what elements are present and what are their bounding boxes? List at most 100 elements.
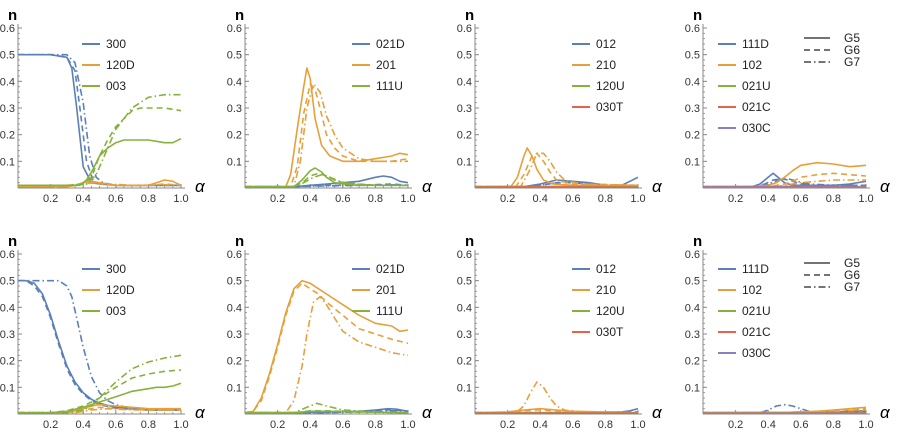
x-tick-label: 0.6	[108, 419, 123, 431]
x-tick-label: 0.2	[43, 193, 58, 205]
legend-label: 021U	[742, 79, 771, 93]
x-tick-label: 0.8	[826, 193, 841, 205]
y-tick-label: 0.1	[0, 382, 15, 394]
legend-label: 003	[106, 304, 126, 318]
x-tick-label: 0.4	[761, 419, 776, 431]
y-tick-label: 0.1	[457, 382, 472, 394]
legend-label: 120D	[106, 283, 135, 297]
y-tick-label: 0.4	[227, 76, 242, 88]
legend-label: 012	[596, 37, 616, 51]
y-tick-label: 0.3	[685, 103, 700, 115]
y-tick-label: 0.5	[685, 50, 700, 62]
x-tick-label: 1.0	[173, 419, 188, 431]
y-tick-label: 0.2	[685, 356, 700, 368]
y-tick-label: 0.4	[0, 302, 15, 314]
series-line-003-dashdot	[18, 93, 181, 187]
series-line-210-dashdot	[475, 381, 639, 414]
y-tick-label: 0.5	[227, 276, 242, 288]
series-line-111U-dashdot	[245, 173, 408, 188]
series-line-210-solid	[475, 147, 638, 188]
y-tick-label: 0.3	[0, 103, 15, 115]
legend-label: 030T	[596, 325, 624, 339]
x-tick-label: 0.6	[565, 193, 580, 205]
series-line-201-solid	[245, 67, 409, 188]
y-tick-label: 0.6	[685, 249, 700, 261]
legend-label: 111D	[742, 262, 769, 276]
y-tick-label: 0.1	[457, 156, 472, 168]
legend-label: 021D	[376, 37, 405, 51]
series-line-201-dashdot	[245, 295, 409, 414]
y-tick-label: 0.4	[457, 302, 472, 314]
style-legend-label: G5	[844, 256, 860, 270]
y-axis-label: n	[693, 233, 702, 250]
y-tick-label: 0.5	[457, 50, 472, 62]
x-axis-label: α	[195, 177, 206, 196]
x-tick-label: 1.0	[400, 419, 415, 431]
y-tick-label: 0.4	[457, 76, 472, 88]
x-axis-label: α	[652, 403, 663, 422]
y-axis-label: n	[465, 7, 474, 24]
y-tick-label: 0.5	[227, 50, 242, 62]
x-tick-label: 0.8	[141, 419, 156, 431]
legend-label: 111D	[742, 37, 769, 51]
legend-label: 111U	[376, 304, 403, 318]
y-tick-label: 0.1	[685, 382, 700, 394]
series-line-120D-dashdot	[18, 181, 182, 188]
y-axis-label: n	[8, 7, 17, 24]
series-line-003-solid	[18, 137, 182, 187]
x-tick-label: 0.6	[335, 193, 350, 205]
x-tick-label: 0.6	[335, 419, 350, 431]
y-tick-label: 0.3	[457, 103, 472, 115]
y-tick-label: 0.6	[227, 23, 242, 35]
series-line-201-solid	[244, 279, 409, 414]
y-axis-label: n	[693, 7, 702, 24]
legend-label: 030C	[742, 346, 771, 360]
x-tick-label: 0.2	[500, 419, 515, 431]
x-tick-label: 0.4	[303, 419, 318, 431]
x-tick-label: 0.8	[368, 193, 383, 205]
chart-panel-6: 0.1 0.2 0.3 0.4 0.5 0.6 0.2 0.4 0.6 0.8 1.0 n α 021D 2…	[227, 233, 433, 431]
series-line-201-dashdot	[245, 83, 408, 188]
series-line-003-dashed	[18, 107, 182, 187]
x-tick-label: 0.6	[565, 419, 580, 431]
chart-panel-1: 0.1 0.2 0.3 0.4 0.5 0.6 0.2 0.4 0.6 0.8 1.0 n α 300 12…	[0, 7, 206, 205]
y-tick-label: 0.2	[0, 356, 15, 368]
x-tick-label: 0.8	[598, 193, 613, 205]
chart-panel-5: 0.1 0.2 0.3 0.4 0.5 0.6 0.2 0.4 0.6 0.8 1.0 n α 300 12…	[0, 233, 206, 431]
x-axis-label: α	[422, 403, 433, 422]
series-line-210-dashdot	[475, 152, 639, 188]
y-tick-label: 0.3	[457, 329, 472, 341]
y-tick-label: 0.1	[685, 156, 700, 168]
x-tick-label: 0.2	[500, 193, 515, 205]
x-tick-label: 0.4	[533, 419, 548, 431]
y-tick-label: 0.6	[457, 23, 472, 35]
y-tick-label: 0.5	[0, 50, 15, 62]
y-tick-label: 0.5	[685, 276, 700, 288]
legend-label: 102	[742, 283, 762, 297]
series-line-300-dashdot	[18, 279, 181, 411]
series-line-210-dashed	[475, 152, 639, 188]
style-legend-label: G7	[844, 55, 860, 69]
style-legend-label: G6	[844, 43, 860, 57]
y-tick-label: 0.2	[0, 130, 15, 142]
series-line-003-dashed	[18, 369, 182, 414]
legend-label: 120U	[596, 79, 625, 93]
legend-label: 201	[376, 58, 396, 72]
legend-label: 210	[596, 58, 616, 72]
x-axis-label: α	[652, 177, 663, 196]
y-tick-label: 0.3	[227, 329, 242, 341]
legend-label: 120D	[106, 58, 135, 72]
legend-label: 120U	[596, 304, 625, 318]
chart-panel-2: 0.1 0.2 0.3 0.4 0.5 0.6 0.2 0.4 0.6 0.8 1.0 n α 021D 2…	[227, 7, 433, 205]
y-tick-label: 0.6	[0, 249, 15, 261]
y-tick-label: 0.1	[0, 156, 15, 168]
x-tick-label: 0.2	[270, 419, 285, 431]
x-axis-label: α	[880, 403, 891, 422]
y-tick-label: 0.6	[227, 249, 242, 261]
legend-label: 300	[106, 262, 126, 276]
series-line-102-dashdot	[702, 409, 867, 414]
y-axis-label: n	[465, 233, 474, 250]
series-line-003-solid	[18, 382, 182, 414]
series-line-201-dashed	[244, 282, 409, 414]
